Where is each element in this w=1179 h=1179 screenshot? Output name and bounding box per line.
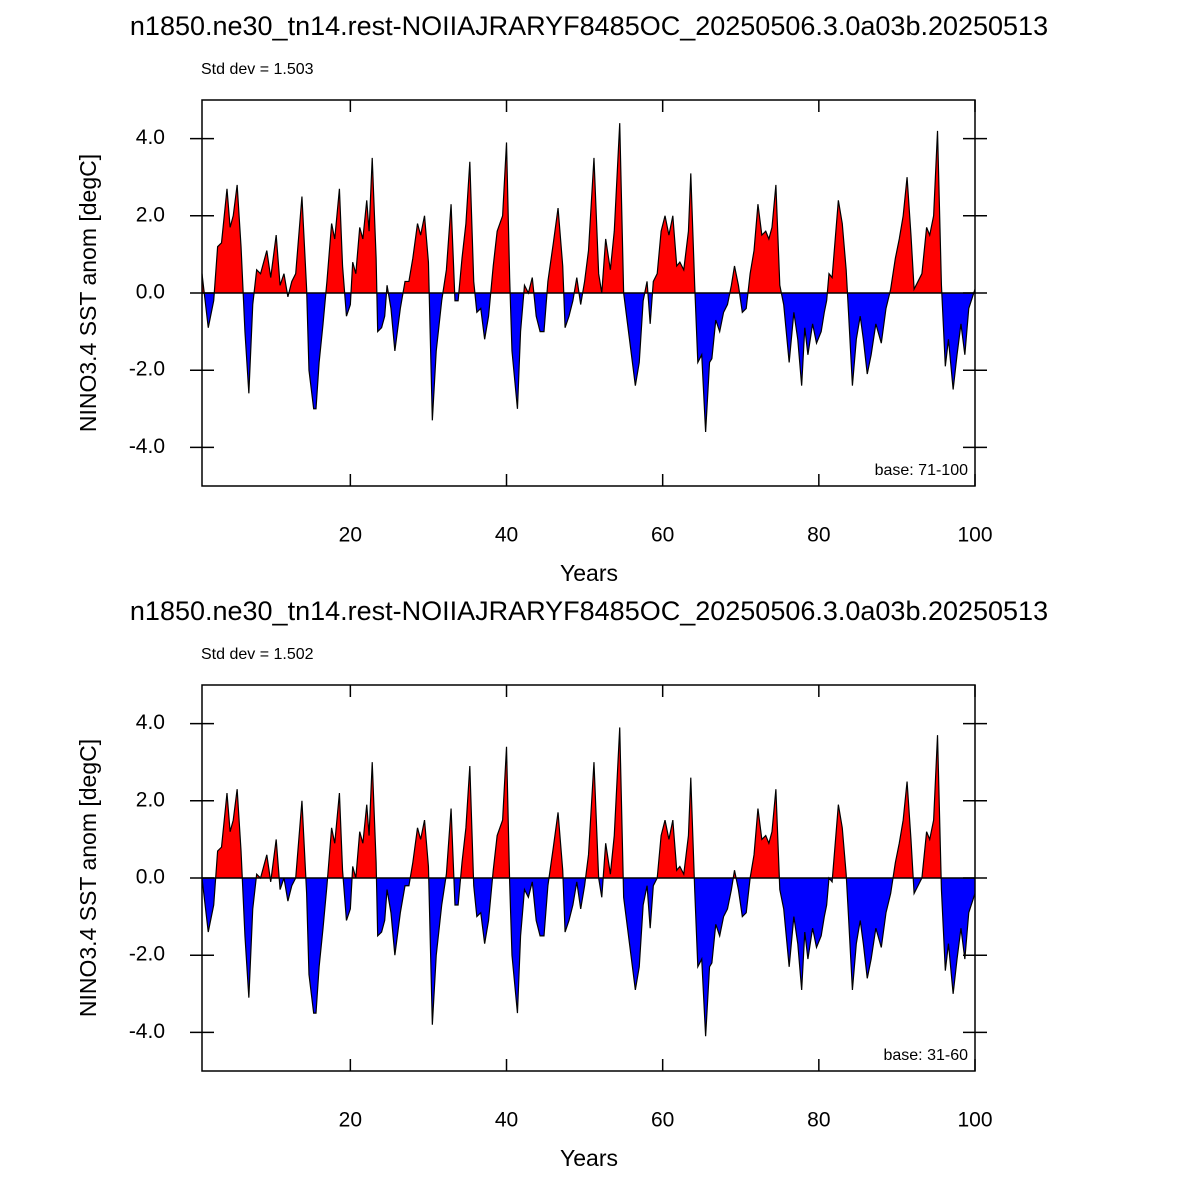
y-tick-label: 2.0: [136, 788, 165, 811]
subtitle: Std dev = 1.503: [201, 61, 314, 78]
y-tick-label: -2.0: [129, 943, 165, 966]
x-tick-label: 100: [957, 1109, 992, 1132]
x-tick-label: 80: [807, 524, 830, 547]
chart-title: n1850.ne30_tn14.rest-NOIIAJRARYF8485OC_2…: [130, 11, 1048, 41]
x-tick-label: 40: [495, 1109, 518, 1132]
x-tick-label: 60: [651, 1109, 674, 1132]
series-line: [201, 727, 976, 1037]
panel: n1850.ne30_tn14.rest-NOIIAJRARYF8485OC_2…: [75, 596, 1048, 1171]
positive-area: [202, 727, 975, 878]
x-tick-label: 20: [339, 1109, 362, 1132]
annotation: base: 31-60: [883, 1047, 968, 1064]
x-tick-label: 60: [651, 524, 674, 547]
panel: n1850.ne30_tn14.rest-NOIIAJRARYF8485OC_2…: [75, 11, 1048, 586]
subtitle: Std dev = 1.502: [201, 646, 314, 663]
x-axis-label: Years: [560, 560, 618, 586]
y-tick-label: -2.0: [129, 358, 165, 381]
negative-area: [202, 878, 975, 1037]
x-tick-label: 100: [957, 524, 992, 547]
negative-area: [202, 293, 975, 432]
y-tick-label: 4.0: [136, 711, 165, 734]
y-axis-label: NINO3.4 SST anom [degC]: [75, 154, 101, 432]
x-tick-label: 80: [807, 1109, 830, 1132]
y-tick-label: -4.0: [129, 1020, 165, 1043]
y-axis-label: NINO3.4 SST anom [degC]: [75, 739, 101, 1017]
x-tick-label: 40: [495, 524, 518, 547]
y-tick-label: -4.0: [129, 435, 165, 458]
plot-frame: [201, 684, 976, 1072]
y-tick-label: 4.0: [136, 126, 165, 149]
plot-frame: [201, 99, 976, 487]
y-tick-label: 0.0: [136, 281, 165, 304]
x-tick-label: 20: [339, 524, 362, 547]
series-line: [201, 123, 976, 432]
annotation: base: 71-100: [875, 462, 969, 479]
y-tick-label: 0.0: [136, 866, 165, 889]
chart-title: n1850.ne30_tn14.rest-NOIIAJRARYF8485OC_2…: [130, 596, 1048, 626]
x-axis-label: Years: [560, 1145, 618, 1171]
y-tick-label: 2.0: [136, 203, 165, 226]
